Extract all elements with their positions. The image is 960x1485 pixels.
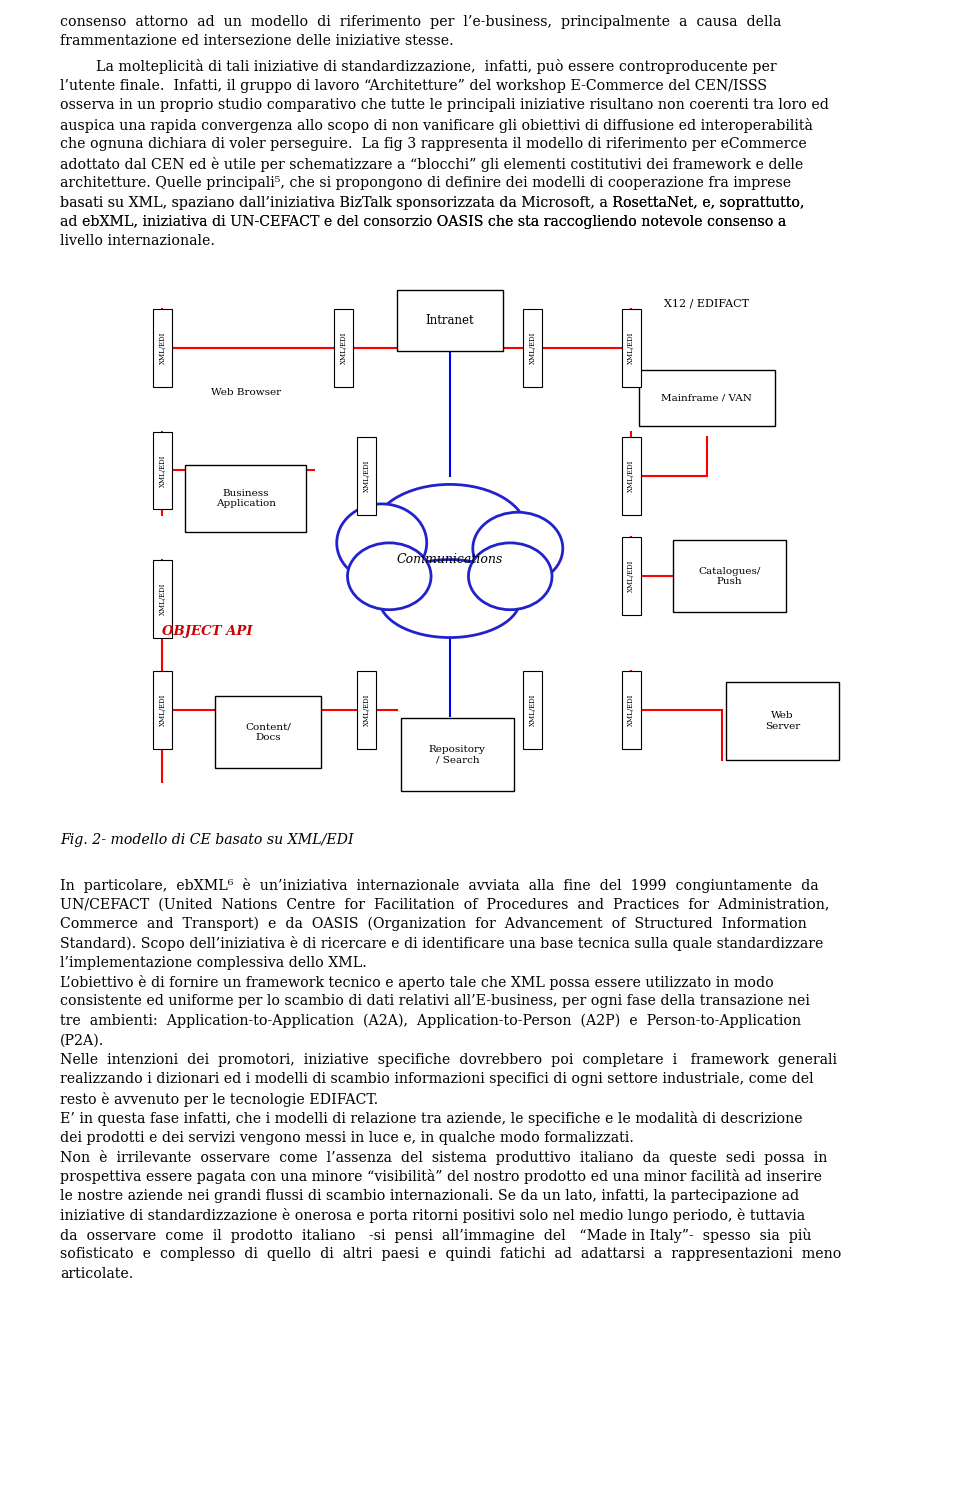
Text: X12 / EDIFACT: X12 / EDIFACT <box>664 298 750 309</box>
Text: XML/EDI: XML/EDI <box>158 693 166 726</box>
Text: basati su XML, spaziano dall’iniziativa BizTalk sponsorizzata da Microsoft, a Ro: basati su XML, spaziano dall’iniziativa … <box>60 196 804 209</box>
Bar <box>357 437 376 515</box>
Bar <box>396 290 503 350</box>
Text: resto è avvenuto per le tecnologie EDIFACT.: resto è avvenuto per le tecnologie EDIFA… <box>60 1091 378 1106</box>
Bar <box>673 541 786 612</box>
Text: basati su XML, spaziano dall’iniziativa BizTalk sponsorizzata da Microsoft, a: basati su XML, spaziano dall’iniziativa … <box>60 196 612 209</box>
Text: tre  ambienti:  Application-to-Application  (A2A),  Application-to-Person  (A2P): tre ambienti: Application-to-Application… <box>60 1014 802 1028</box>
Text: ad ebXML, iniziativa di UN-CEFACT e del consorzio: ad ebXML, iniziativa di UN-CEFACT e del … <box>60 215 437 229</box>
Text: Mainframe / VAN: Mainframe / VAN <box>661 394 753 402</box>
Text: osserva in un proprio studio comparativo che tutte le principali iniziative risu: osserva in un proprio studio comparativo… <box>60 98 828 113</box>
Text: XML/EDI: XML/EDI <box>158 454 166 487</box>
Ellipse shape <box>468 544 552 610</box>
Text: ad ebXML, iniziativa di UN-CEFACT e del consorzio OASIS che sta raccogliendo not: ad ebXML, iniziativa di UN-CEFACT e del … <box>60 215 786 229</box>
Text: realizzando i dizionari ed i modelli di scambio informazioni specifici di ogni s: realizzando i dizionari ed i modelli di … <box>60 1072 814 1086</box>
Text: Repository
/ Search: Repository / Search <box>429 745 486 765</box>
Bar <box>153 671 172 748</box>
Bar <box>622 309 640 388</box>
Text: livello internazionale.: livello internazionale. <box>60 235 215 248</box>
Bar <box>638 370 775 426</box>
Text: architetture. Quelle principali⁵, che si propongono di definire dei modelli di c: architetture. Quelle principali⁵, che si… <box>60 177 791 190</box>
Text: che ognuna dichiara di voler perseguire.  La fig 3 rappresenta il modello di rif: che ognuna dichiara di voler perseguire.… <box>60 137 806 151</box>
Text: Communications: Communications <box>396 552 503 566</box>
Text: XML/EDI: XML/EDI <box>627 693 636 726</box>
Text: (P2A).: (P2A). <box>60 1034 105 1047</box>
Text: Web Browser: Web Browser <box>210 388 280 396</box>
Bar <box>185 465 306 532</box>
Bar <box>334 309 353 388</box>
Text: prospettiva essere pagata con una minore “visibilità” del nostro prodotto ed una: prospettiva essere pagata con una minore… <box>60 1169 822 1185</box>
Bar <box>726 682 839 760</box>
Text: articolate.: articolate. <box>60 1267 133 1280</box>
Text: XML/EDI: XML/EDI <box>158 582 166 615</box>
Bar <box>153 432 172 509</box>
Text: sofisticato  e  complesso  di  quello  di  altri  paesi  e  quindi  fatichi  ad : sofisticato e complesso di quello di alt… <box>60 1247 841 1261</box>
Text: basati su XML, spaziano dall’iniziativa: basati su XML, spaziano dall’iniziativa <box>60 196 340 209</box>
Text: basati su XML, spaziano dall’iniziativa BizTalk sponsorizzata da Microsoft, a Ro: basati su XML, spaziano dall’iniziativa … <box>60 196 804 209</box>
Bar <box>153 560 172 637</box>
Text: dei prodotti e dei servizi vengono messi in luce e, in qualche modo formalizzati: dei prodotti e dei servizi vengono messi… <box>60 1130 634 1145</box>
Ellipse shape <box>473 512 563 585</box>
Text: consistente ed uniforme per lo scambio di dati relativi all’E-business, per ogni: consistente ed uniforme per lo scambio d… <box>60 995 810 1008</box>
Text: XML/EDI: XML/EDI <box>529 693 537 726</box>
Ellipse shape <box>372 484 527 579</box>
Text: auspica una rapida convergenza allo scopo di non vanificare gli obiettivi di dif: auspica una rapida convergenza allo scop… <box>60 117 813 132</box>
Bar <box>622 538 640 615</box>
Text: Business
Application: Business Application <box>216 489 276 508</box>
Text: le nostre aziende nei grandi flussi di scambio internazionali. Se da un lato, in: le nostre aziende nei grandi flussi di s… <box>60 1189 799 1203</box>
Ellipse shape <box>379 560 520 637</box>
Text: XML/EDI: XML/EDI <box>627 331 636 364</box>
Text: Fig. 2- modello di CE basato su XML/EDI: Fig. 2- modello di CE basato su XML/EDI <box>60 833 353 848</box>
Text: XML/EDI: XML/EDI <box>340 331 348 364</box>
Text: XML/EDI: XML/EDI <box>158 331 166 364</box>
Text: XML/EDI: XML/EDI <box>627 560 636 593</box>
Text: UN/CEFACT  (United  Nations  Centre  for  Facilitation  of  Procedures  and  Pra: UN/CEFACT (United Nations Centre for Fac… <box>60 897 829 912</box>
Text: XML/EDI: XML/EDI <box>363 460 371 492</box>
Text: iniziative di standardizzazione è onerosa e porta ritorni positivi solo nel medi: iniziative di standardizzazione è oneros… <box>60 1209 805 1224</box>
Text: da  osservare  come  il  prodotto  italiano   -si  pensi  all’immagine  del   “M: da osservare come il prodotto italiano -… <box>60 1228 811 1243</box>
Text: XML/EDI: XML/EDI <box>529 331 537 364</box>
Ellipse shape <box>337 503 426 582</box>
Bar <box>622 671 640 748</box>
Text: Web
Server: Web Server <box>765 711 800 731</box>
Text: l’utente finale.  Infatti, il gruppo di lavoro “Architetture” del workshop E-Com: l’utente finale. Infatti, il gruppo di l… <box>60 79 767 94</box>
Bar <box>400 719 514 790</box>
Bar <box>523 309 542 388</box>
Text: Standard). Scopo dell’iniziativa è di ricercare e di identificare una base tecni: Standard). Scopo dell’iniziativa è di ri… <box>60 936 824 950</box>
Bar <box>523 671 542 748</box>
Text: Intranet: Intranet <box>425 313 474 327</box>
Text: La molteplicità di tali iniziative di standardizzazione,  infatti, può essere co: La molteplicità di tali iniziative di st… <box>60 59 777 74</box>
Bar <box>153 309 172 388</box>
Ellipse shape <box>348 544 431 610</box>
Text: ad ebXML, iniziativa di UN-CEFACT e del consorzio OASIS che sta raccogliendo not: ad ebXML, iniziativa di UN-CEFACT e del … <box>60 215 786 229</box>
Text: L’obiettivo è di fornire un framework tecnico e aperto tale che XML possa essere: L’obiettivo è di fornire un framework te… <box>60 976 774 990</box>
Text: Content/
Docs: Content/ Docs <box>246 723 291 742</box>
Bar <box>357 671 376 748</box>
Text: Non  è  irrilevante  osservare  come  l’assenza  del  sistema  produttivo  itali: Non è irrilevante osservare come l’assen… <box>60 1149 828 1166</box>
Bar <box>215 696 322 768</box>
Text: ad: ad <box>60 215 82 229</box>
Text: consenso  attorno  ad  un  modello  di  riferimento  per  l’e-business,  princip: consenso attorno ad un modello di riferi… <box>60 15 781 30</box>
Text: In  particolare,  ebXML⁶  è  un’iniziativa  internazionale  avviata  alla  fine : In particolare, ebXML⁶ è un’iniziativa i… <box>60 878 819 892</box>
Text: Nelle  intenzioni  dei  promotori,  iniziative  specifiche  dovrebbero  poi  com: Nelle intenzioni dei promotori, iniziati… <box>60 1053 837 1066</box>
Text: XML/EDI: XML/EDI <box>627 460 636 492</box>
Text: XML/EDI: XML/EDI <box>363 693 371 726</box>
Text: Catalogues/
Push: Catalogues/ Push <box>698 567 760 587</box>
Text: adottato dal CEN ed è utile per schematizzare a “blocchi” gli elementi costituti: adottato dal CEN ed è utile per schemati… <box>60 156 804 172</box>
Text: E’ in questa fase infatti, che i modelli di relazione tra aziende, le specifiche: E’ in questa fase infatti, che i modelli… <box>60 1111 803 1126</box>
Text: OBJECT API: OBJECT API <box>162 625 253 639</box>
Text: frammentazione ed intersezione delle iniziative stesse.: frammentazione ed intersezione delle ini… <box>60 34 454 49</box>
Bar <box>622 437 640 515</box>
Text: Commerce  and  Transport)  e  da  OASIS  (Organization  for  Advancement  of  St: Commerce and Transport) e da OASIS (Orga… <box>60 916 806 931</box>
Text: l’implementazione complessiva dello XML.: l’implementazione complessiva dello XML. <box>60 955 367 970</box>
